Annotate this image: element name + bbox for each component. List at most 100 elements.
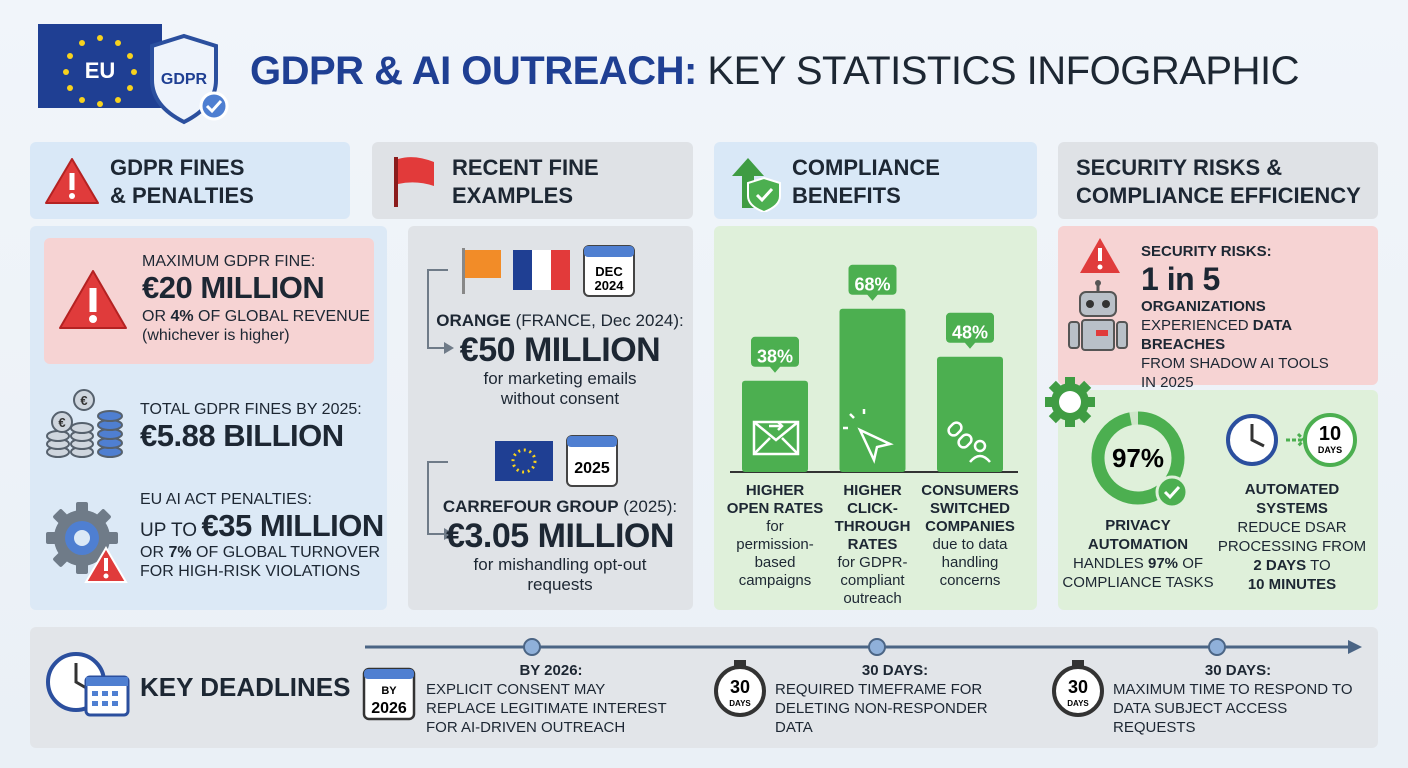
value-bubble — [848, 264, 897, 295]
deadline-item: 30 DAYS: REQUIRED TIMEFRAME FOR DELETING… — [775, 661, 1015, 737]
company: CARREFOUR GROUP — [442, 497, 619, 516]
reason: for mishandling opt-out requests — [473, 555, 647, 594]
deadline-title: 30 DAYS: — [1204, 662, 1272, 679]
text: OF COMPLIANCE TASKS — [1062, 555, 1214, 591]
heading-line: COMPLIANCE EFFICIENCY — [1076, 183, 1361, 208]
note: (whichever is higher) — [142, 327, 290, 344]
bar-icons — [752, 409, 991, 464]
recent-graphics: DEC 2024 2025 — [427, 245, 635, 540]
text: EXPERIENCED — [1141, 317, 1249, 334]
icon-number: 30 — [730, 677, 750, 697]
bubble-pointer — [964, 341, 976, 349]
example-title: CARREFOUR GROUP (2025): — [420, 496, 700, 517]
detail: (FRANCE, Dec 2024): — [515, 311, 684, 330]
example: CARREFOUR GROUP (2025): €3.05 MILLION fo… — [420, 496, 700, 595]
deadline-title: 30 DAYS: — [861, 662, 929, 679]
flag-icon — [394, 157, 434, 207]
compliance-panel: 38% 68% 48% HIGHER OPEN RATES for permissio… — [714, 226, 1037, 610]
calendar-year: 2024 — [595, 278, 625, 293]
timer-icon: 10 DAYS — [1226, 413, 1357, 467]
amount: €20 MILLION — [142, 270, 325, 305]
icon-unit: DAYS — [729, 699, 751, 708]
bar — [937, 356, 1003, 472]
privacy-gauge: 97% — [1091, 411, 1189, 509]
label: SECURITY RISKS: — [1141, 243, 1272, 260]
heading-line: COMPLIANCE — [792, 155, 940, 180]
icon-bottom: 2026 — [371, 700, 407, 717]
share: 7% — [168, 544, 192, 561]
category-label: CONSUMERS SWITCHED COMPANIES — [921, 482, 1019, 535]
svg-text:€: € — [80, 393, 87, 408]
amount: €50 MILLION — [459, 331, 661, 369]
gear-icon — [1045, 377, 1095, 427]
flag-label: EU — [85, 58, 116, 83]
amount: €5.88 BILLION — [140, 418, 344, 453]
title: AUTOMATED SYSTEMS — [1244, 481, 1340, 517]
risk-text: SECURITY RISKS: 1 in 5 ORGANIZATIONS EXP… — [1141, 242, 1373, 392]
calendar-year: 2025 — [574, 460, 610, 477]
share: 4% — [170, 308, 194, 325]
heading-line: GDPR FINES — [110, 155, 245, 180]
deadline-item: BY 2026: EXPLICIT CONSENT MAY REPLACE LE… — [426, 661, 676, 737]
company: ORANGE — [436, 311, 511, 330]
deadline-graphics: BY 2026 30 DAYS 30 DAYS — [46, 638, 1362, 721]
from: 2 DAYS — [1253, 557, 1307, 574]
category-label: HIGHER CLICK-THROUGH RATES — [834, 482, 911, 553]
robot-icon — [1068, 280, 1128, 351]
title-highlight: GDPR & AI OUTREACH: — [250, 49, 697, 93]
text: OR — [140, 544, 164, 561]
text: OF GLOBAL TURNOVER — [196, 544, 381, 561]
heading-line: BENEFITS — [792, 183, 901, 208]
deadline-text: REQUIRED TIMEFRAME FOR DELETING NON-RESP… — [775, 681, 988, 736]
heading: GDPR FINES & PENALTIES — [110, 154, 254, 210]
text: UP TO — [140, 520, 198, 541]
title: GDPR & AI OUTREACH: KEY STATISTICS INFOG… — [250, 44, 1299, 98]
value-bubble — [946, 312, 994, 343]
example-title: ORANGE (FRANCE, Dec 2024): — [420, 310, 700, 331]
heading-box: RECENT FINE EXAMPLES — [372, 142, 693, 219]
warning-icon — [1080, 238, 1120, 273]
risk-line: EXPERIENCED DATA BREACHES — [1141, 316, 1373, 354]
deadline-item: 30 DAYS: MAXIMUM TIME TO RESPOND TO DATA… — [1113, 661, 1363, 737]
category: CONSUMERS SWITCHED COMPANIES due to data … — [918, 482, 1022, 590]
deadline-title: BY 2026: — [519, 662, 583, 679]
bubble-pointer — [866, 293, 879, 301]
gear-warning-icon — [46, 502, 128, 583]
privacy-line: HANDLES 97% OF COMPLIANCE TASKS — [1058, 554, 1218, 592]
icon-number: 30 — [1068, 677, 1088, 697]
icon-unit: DAYS — [1067, 699, 1089, 708]
scope: FOR HIGH-RISK VIOLATIONS — [140, 563, 361, 580]
max-fine-text: MAXIMUM GDPR FINE: €20 MILLION OR 4% OF … — [142, 252, 372, 345]
range: 2 DAYS TO — [1212, 556, 1372, 575]
heading: SECURITY RISKS & COMPLIANCE EFFICIENCY — [1076, 154, 1361, 210]
warning-icon — [59, 270, 127, 329]
label: EU AI ACT PENALTIES: — [140, 491, 312, 508]
text: HANDLES — [1072, 555, 1144, 572]
subject: ORGANIZATIONS — [1141, 298, 1266, 315]
deadlines-heading: KEY DEADLINES — [140, 672, 351, 702]
example: ORANGE (FRANCE, Dec 2024): €50 MILLION f… — [420, 310, 700, 409]
alt-line: OR 7% OF GLOBAL TURNOVER — [140, 543, 385, 562]
gauge-label: 97% — [1112, 443, 1164, 473]
text: OR — [142, 308, 166, 325]
share: 97% — [1147, 555, 1179, 572]
total-fines: TOTAL GDPR FINES BY 2025: €5.88 BILLION — [140, 400, 362, 453]
warning-icon — [45, 158, 99, 204]
detail: (2025): — [623, 497, 678, 516]
value-label: 38% — [757, 347, 793, 367]
label: TOTAL GDPR FINES BY 2025: — [140, 401, 362, 418]
alt-line: OR 4% OF GLOBAL REVENUE — [142, 307, 372, 326]
value-label: 68% — [854, 275, 890, 295]
text: REDUCE DSAR PROCESSING FROM — [1217, 519, 1367, 555]
bar — [839, 308, 906, 472]
category-label: HIGHER OPEN RATES — [726, 482, 824, 517]
label: MAXIMUM GDPR FINE: — [142, 253, 316, 270]
coins-icon: €€ — [46, 389, 123, 458]
value-label: 48% — [952, 323, 988, 343]
object: DATA BREACHES — [1141, 317, 1292, 353]
category-description: for GDPR-compliant outreach — [837, 554, 908, 607]
heading-line: RECENT FINE — [452, 155, 599, 180]
risk-box: SECURITY RISKS: 1 in 5 ORGANIZATIONS EXP… — [1058, 226, 1378, 391]
stat: 1 in 5 — [1141, 261, 1220, 297]
